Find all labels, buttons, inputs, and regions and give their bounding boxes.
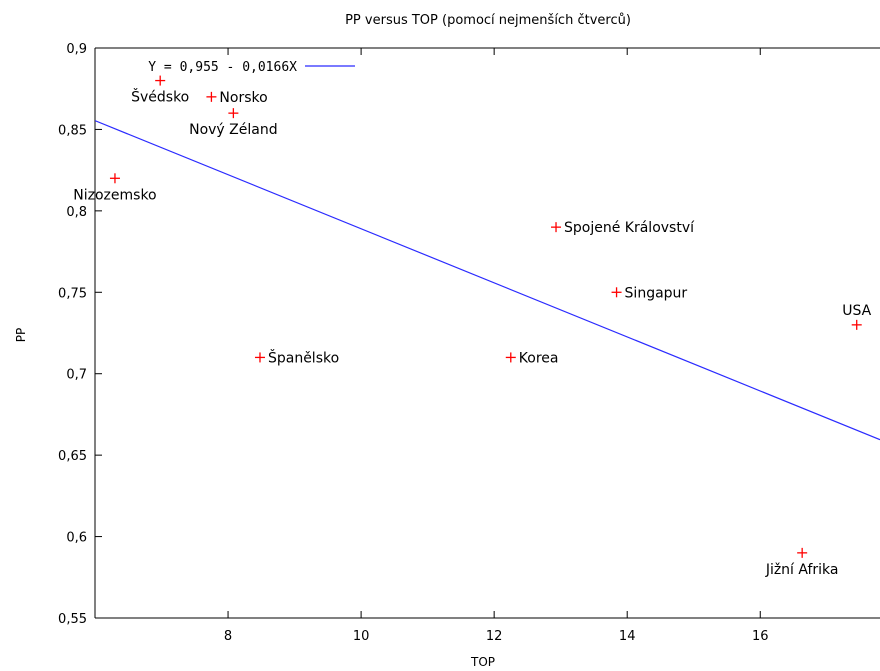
data-point: Korea (505, 350, 559, 366)
point-label: Norsko (219, 90, 267, 106)
y-axis-title: PP (14, 328, 28, 342)
data-point: Spojené Království (551, 220, 695, 236)
data-point: USA (842, 303, 872, 330)
data-point: Španělsko (254, 348, 339, 366)
legend-label: Y = 0,955 - 0,0166X (148, 60, 297, 75)
x-axis-title: TOP (470, 655, 495, 669)
data-point: Norsko (206, 90, 268, 106)
point-label: Španělsko (268, 348, 339, 366)
x-tick-label: 14 (619, 629, 636, 644)
points-layer: Švédsko Norsko Nový Zéland Nizozemsko Spojen… (73, 75, 872, 578)
point-label: Nový Zéland (189, 122, 278, 138)
y-tick-label: 0,8 (66, 205, 87, 220)
y-tick-label: 0,85 (58, 123, 87, 138)
x-tick-label: 16 (752, 629, 769, 644)
y-tick-label: 0,7 (66, 368, 87, 383)
data-point: Švédsko (131, 75, 189, 106)
x-tick-label: 8 (224, 629, 232, 644)
x-tick-label: 10 (353, 629, 370, 644)
point-label: Nizozemsko (73, 187, 156, 203)
y-tick-label: 0,65 (58, 449, 87, 464)
x-tick-label: 12 (486, 629, 503, 644)
data-point: Nový Zéland (189, 108, 278, 138)
y-tick-label: 0,75 (58, 286, 87, 301)
y-tick-label: 0,9 (66, 42, 87, 57)
fit-line (95, 120, 880, 441)
legend: Y = 0,955 - 0,0166X (148, 60, 355, 75)
point-label: Jižní Afrika (765, 562, 839, 578)
point-label: Korea (519, 350, 559, 366)
y-tick-label: 0,6 (66, 531, 87, 546)
data-point: Jižní Afrika (765, 547, 839, 578)
data-point: Singapur (611, 285, 688, 301)
point-label: Spojené Království (564, 220, 695, 236)
axes: 0,55 0,6 0,65 0,7 0,75 0,8 0,85 0,9 8 10 12 14 16 (58, 42, 880, 644)
data-point: Nizozemsko (73, 173, 157, 203)
chart-title: PP versus TOP (pomocí nejmenších čtverců… (345, 13, 631, 28)
point-label: Singapur (625, 285, 688, 301)
fit-line-layer (95, 120, 880, 441)
point-label: Švédsko (131, 88, 189, 106)
point-label: USA (842, 303, 871, 319)
y-tick-label: 0,55 (58, 612, 87, 627)
